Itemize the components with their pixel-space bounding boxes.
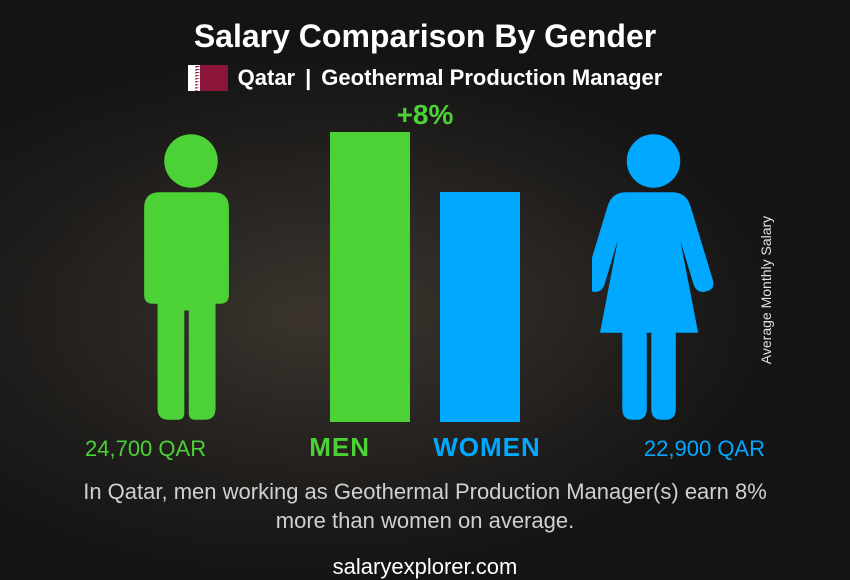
infographic-container: Salary Comparison By Gender Qatar | Geot… bbox=[0, 0, 850, 580]
women-salary-value: 22,900 QAR bbox=[644, 436, 765, 462]
subtitle-separator: | bbox=[305, 65, 311, 91]
men-salary-value: 24,700 QAR bbox=[85, 436, 206, 462]
value-row: 24,700 QAR MEN WOMEN 22,900 QAR bbox=[45, 432, 805, 463]
site-credit: salaryexplorer.com bbox=[333, 554, 518, 580]
qatar-flag-icon bbox=[188, 65, 228, 91]
women-label: WOMEN bbox=[433, 432, 541, 463]
subtitle-role: Geothermal Production Manager bbox=[321, 65, 662, 91]
y-axis-label: Average Monthly Salary bbox=[758, 216, 774, 364]
percent-difference-label: +8% bbox=[397, 99, 454, 131]
subtitle-country: Qatar bbox=[238, 65, 295, 91]
woman-figure-icon bbox=[592, 132, 715, 422]
caption-text: In Qatar, men working as Geothermal Prod… bbox=[65, 477, 785, 536]
man-figure-icon bbox=[135, 132, 247, 422]
page-title: Salary Comparison By Gender bbox=[194, 18, 656, 55]
men-bar bbox=[330, 132, 410, 422]
women-bar bbox=[440, 192, 520, 422]
subtitle-row: Qatar | Geothermal Production Manager bbox=[188, 65, 663, 91]
men-label: MEN bbox=[309, 432, 370, 463]
chart-area bbox=[65, 135, 785, 422]
